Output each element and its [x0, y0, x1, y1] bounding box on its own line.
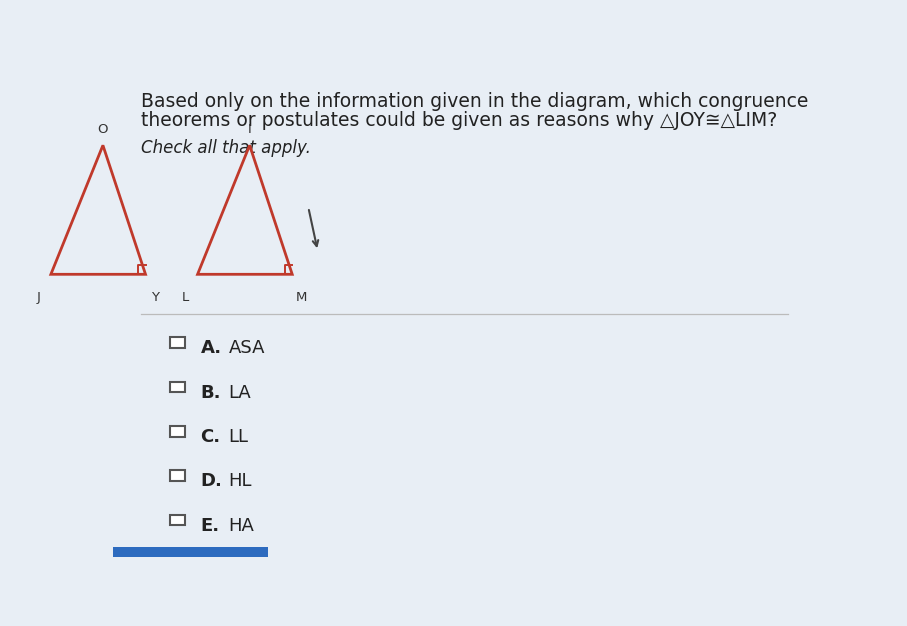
Text: Based only on the information given in the diagram, which congruence: Based only on the information given in t…	[141, 92, 809, 111]
Text: LL: LL	[229, 428, 249, 446]
FancyBboxPatch shape	[170, 426, 185, 437]
Text: M: M	[296, 291, 307, 304]
FancyBboxPatch shape	[170, 337, 185, 348]
FancyBboxPatch shape	[170, 470, 185, 481]
Text: C.: C.	[200, 428, 220, 446]
Text: Y: Y	[151, 291, 159, 304]
Text: E.: E.	[200, 516, 219, 535]
Text: O: O	[98, 123, 108, 136]
FancyBboxPatch shape	[170, 382, 185, 393]
Text: LA: LA	[229, 384, 251, 402]
Text: HA: HA	[229, 516, 255, 535]
Text: Check all that apply.: Check all that apply.	[141, 139, 311, 156]
Text: L: L	[181, 291, 189, 304]
Text: ASA: ASA	[229, 339, 265, 357]
Text: theorems or postulates could be given as reasons why △JOY≅△LIM?: theorems or postulates could be given as…	[141, 111, 777, 130]
FancyBboxPatch shape	[113, 546, 268, 557]
Text: HL: HL	[229, 472, 252, 490]
FancyBboxPatch shape	[170, 515, 185, 525]
Text: I: I	[248, 123, 251, 136]
Text: D.: D.	[200, 472, 222, 490]
Text: J: J	[36, 291, 41, 304]
Text: B.: B.	[200, 384, 221, 402]
Text: A.: A.	[200, 339, 221, 357]
